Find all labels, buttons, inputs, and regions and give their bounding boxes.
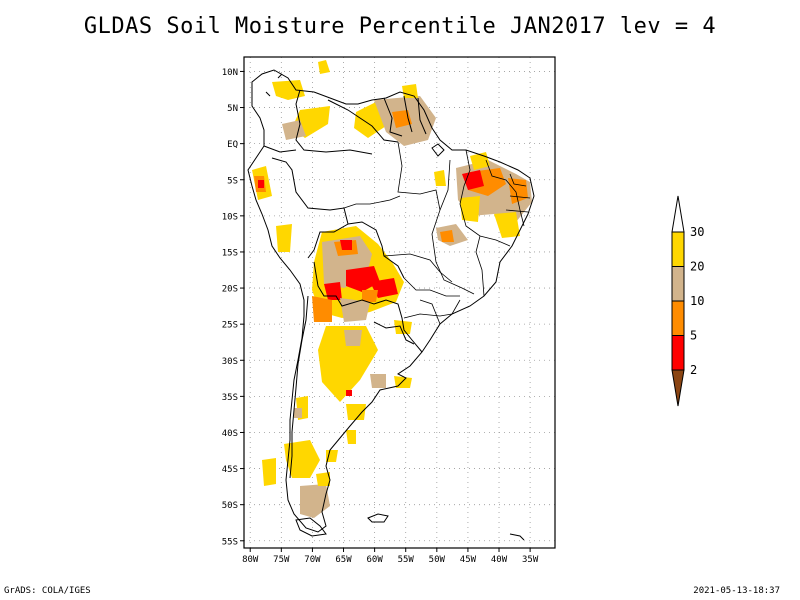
island-outline [367,513,389,523]
lon-tick-label: 75W [273,555,290,565]
country-border [417,97,427,135]
state-border [403,313,453,319]
shade-patch [276,224,292,252]
colorbar-bottom-arrow [671,369,685,407]
colorbar-label: 20 [690,260,704,274]
shade-patch [312,296,332,322]
shade-patch [346,430,356,444]
shade-patch [460,196,480,222]
shade-patch [340,240,352,250]
state-border [343,195,401,209]
shade-patch [262,458,276,486]
state-border [459,149,511,247]
lat-tick-label: 40S [222,429,238,439]
lat-tick-label: EQ [227,140,238,150]
colorbar-label: 30 [690,225,704,239]
map-frame [243,56,556,549]
state-border [403,277,460,297]
country-border [263,145,297,153]
colorbar-top-arrow [671,195,685,233]
shade-patch [370,374,386,388]
state-border [475,235,485,297]
colorbar-bin [671,335,685,371]
lon-tick-label: 80W [242,555,259,565]
country-border [295,89,373,155]
island-outline [295,517,327,537]
shade-patch [440,230,454,242]
lat-tick-label: 45S [222,465,238,475]
state-border [419,299,461,325]
shade-patch [346,390,352,396]
shade-patch [284,440,320,478]
country-border [289,295,309,479]
shade-patch [462,170,484,190]
map-grid: 10N 5N EQ 5S 10S 15S 20S 25S 30S 35S 40S 45S 50S 55S 8… [222,57,555,565]
map-title: GLDAS Soil Moisture Percentile JAN2017 l… [83,14,717,39]
lat-tick-label: 10N [222,68,238,78]
state-border [383,253,453,283]
lat-tick-label: 15S [222,248,238,258]
state-border [397,141,441,211]
lat-tick-label: 30S [222,357,238,367]
lat-tick-label: 5S [227,176,238,186]
shade-patch [402,84,418,98]
lat-tick-label: 55S [222,537,238,547]
lon-tick-label: 50W [429,555,446,565]
lat-tick-label: 20S [222,285,238,295]
country-border [327,99,399,143]
lon-tick-label: 55W [398,555,415,565]
footer-credit: GrADS: COLA/IGES [4,586,91,596]
shade-patch [346,404,366,420]
colorbar-bin [671,300,685,336]
shade-patch [318,60,330,74]
colorbar-label: 5 [690,329,697,343]
lon-tick-label: 70W [304,555,321,565]
country-border [347,221,405,279]
colorbar-bin [671,231,685,267]
lon-tick-label: 60W [366,555,383,565]
country-border [271,157,349,259]
shade-patch [434,170,446,186]
state-border [431,159,475,295]
shade-patch [362,290,378,302]
lat-tick-label: 10S [222,212,238,222]
shade-patch [272,80,305,100]
lat-tick-label: 25S [222,321,238,331]
colorbar-label: 10 [690,294,704,308]
island-outline [431,143,445,157]
state-border [485,159,525,227]
lon-tick-label: 40W [491,555,508,565]
lon-tick-label: 65W [335,555,352,565]
country-border [383,97,403,137]
island-outline [265,73,283,97]
shade-patch [294,408,302,418]
colorbar-label: 2 [690,363,697,377]
shade-patch [346,266,380,292]
lon-tick-label: 35W [522,555,539,565]
lat-tick-label: 5N [227,104,238,114]
lat-tick-label: 35S [222,393,238,403]
island-outline [509,533,525,541]
colorbar-bin [671,266,685,302]
shade-patch [494,212,520,238]
lon-tick-label: 45W [460,555,477,565]
footer-timestamp: 2021-05-13-18:37 [693,586,780,596]
lat-tick-label: 50S [222,501,238,511]
shade-patch [344,330,362,346]
shade-patch [316,472,330,486]
coastline-and-borders [247,69,535,541]
shade-patch [258,180,264,188]
shade-patch [300,484,330,518]
continent-outline [247,69,535,533]
country-border [373,321,415,345]
state-border [505,173,531,213]
country-border [313,261,423,353]
country-border [403,95,413,133]
shade-patch [318,326,378,402]
colorbar-legend: 30 20 10 5 2 [671,195,704,407]
